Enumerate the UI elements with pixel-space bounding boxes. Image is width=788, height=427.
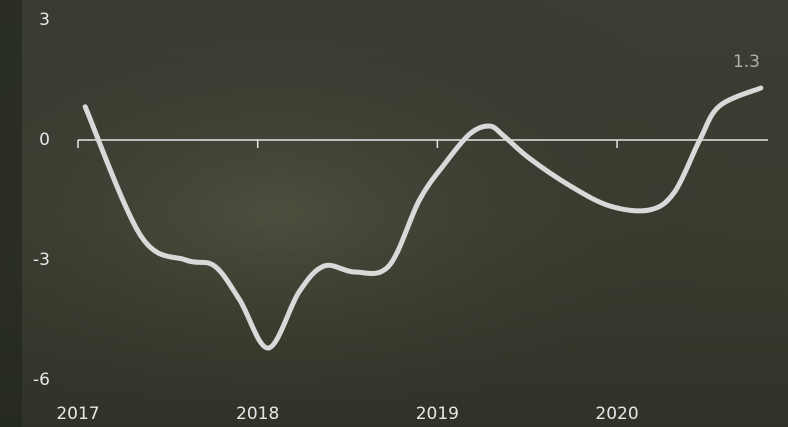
x-tick-label: 2019	[416, 404, 459, 424]
end-value-label: 1.3	[733, 52, 760, 72]
y-tick-label: -6	[33, 370, 50, 390]
x-tick-label: 2017	[56, 404, 99, 424]
y-tick-label: -3	[33, 250, 50, 270]
background-glow	[0, 0, 788, 427]
x-tick-label: 2020	[595, 404, 638, 424]
y-tick-label: 3	[39, 10, 50, 30]
y-tick-label: 0	[39, 130, 50, 150]
page: 30-3-620172018201920201.3 (() => { const…	[0, 0, 788, 427]
x-tick-label: 2018	[236, 404, 279, 424]
chart: 3 0 -3 -6 2017 2018 2019 2020 1.3	[0, 0, 788, 427]
background-edge	[0, 0, 22, 427]
